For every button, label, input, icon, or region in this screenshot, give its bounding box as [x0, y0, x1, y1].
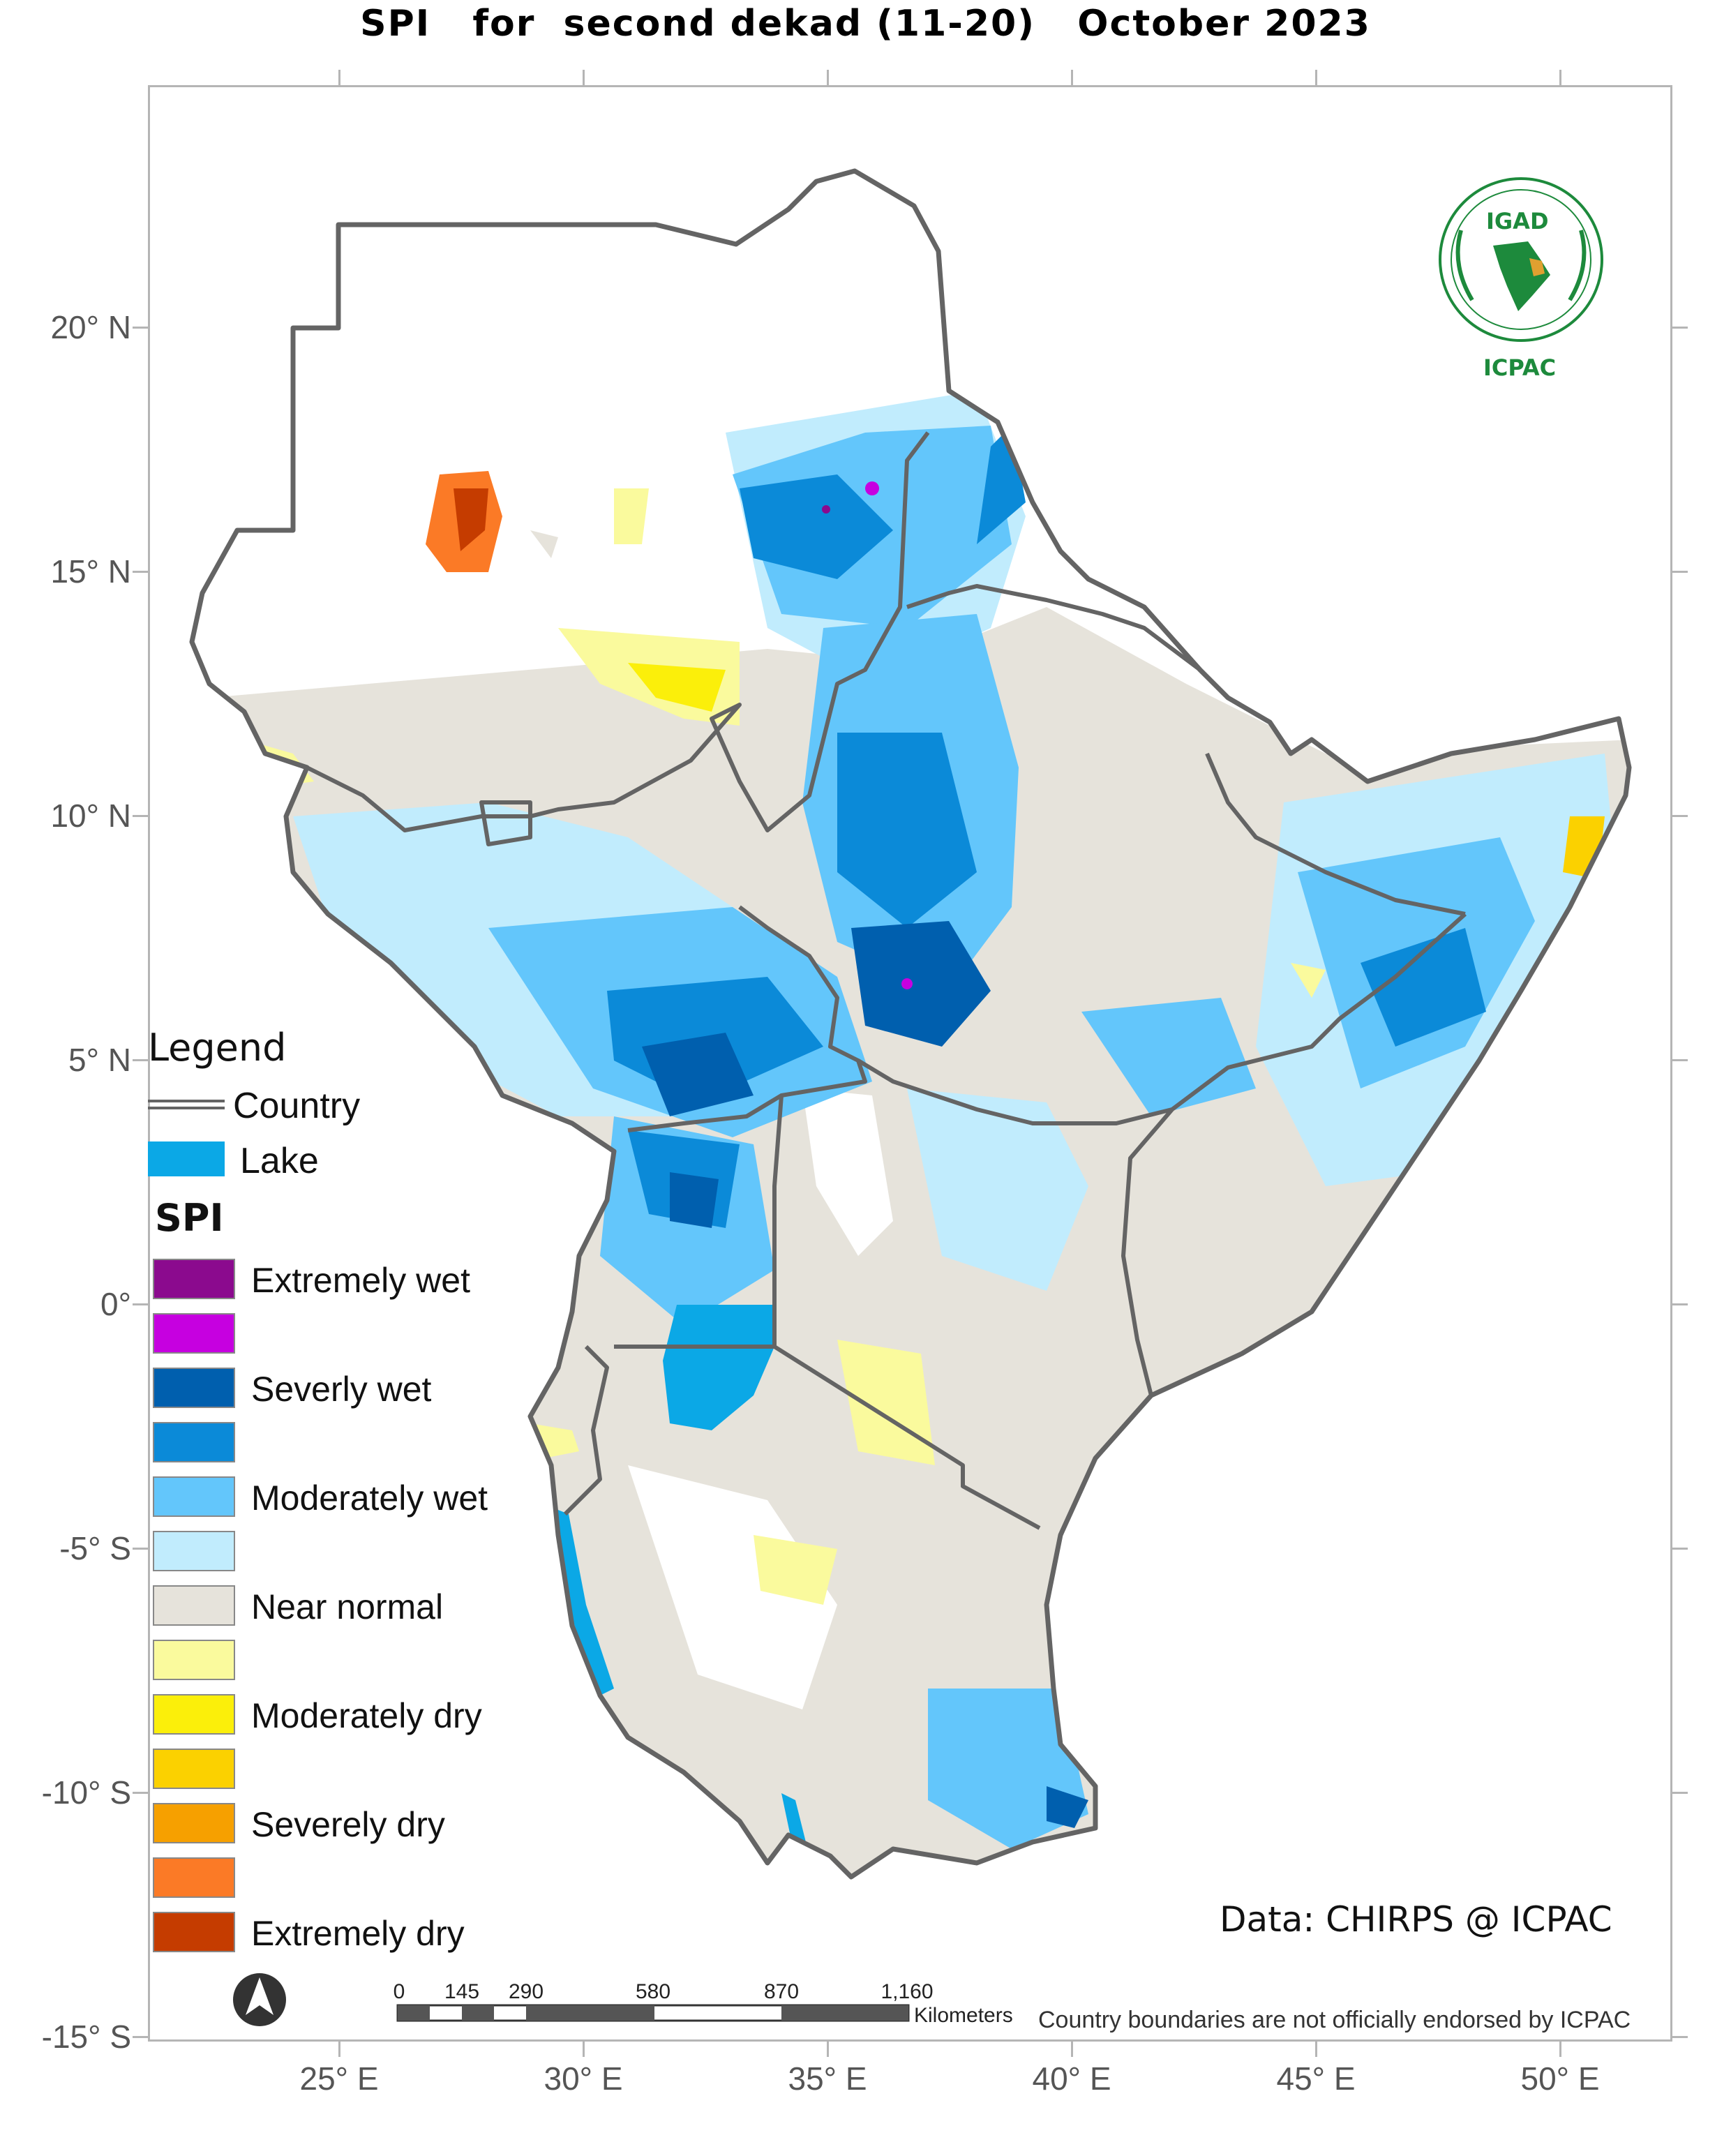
- legend-country-symbol: [148, 1100, 225, 1109]
- legend-swatch: [153, 1912, 235, 1952]
- lon-label-40e: 40° E: [1032, 2060, 1111, 2097]
- tick-top-30e: [583, 70, 585, 85]
- lon-label-25e: 25° E: [299, 2060, 379, 2097]
- scale-tick-label: 0: [393, 1980, 405, 2003]
- lat-label-10n: 10° N: [50, 798, 131, 834]
- lat-label-15s: -15° S: [41, 2019, 131, 2055]
- lon-label-50e: 50° E: [1520, 2060, 1600, 2097]
- legend-heading: Legend: [148, 1026, 287, 1070]
- tick-right-0: [1672, 1303, 1688, 1305]
- tick-bottom-25e: [338, 2042, 340, 2057]
- lat-label-10s: -10° S: [41, 1774, 131, 1811]
- north-arrow-icon: [233, 1973, 286, 2026]
- tick-right-15s: [1672, 2036, 1688, 2038]
- scale-tick-label: 145: [444, 1980, 480, 2003]
- lon-label-35e: 35° E: [788, 2060, 867, 2097]
- tick-right-10n: [1672, 815, 1688, 817]
- tick-left-10n: [133, 815, 148, 817]
- legend-class-label: Severely dry: [251, 1805, 445, 1844]
- legend-spi-heading: SPI: [155, 1196, 224, 1240]
- tick-bottom-30e: [583, 2042, 585, 2057]
- tick-right-15n: [1672, 571, 1688, 573]
- tick-right-20n: [1672, 327, 1688, 329]
- legend-lake-label: Lake: [240, 1141, 319, 1181]
- tick-top-50e: [1559, 70, 1561, 85]
- legend-class-label: Moderately wet: [251, 1478, 488, 1518]
- lon-label-30e: 30° E: [544, 2060, 623, 2097]
- lon-label-45e: 45° E: [1276, 2060, 1356, 2097]
- tick-bottom-45e: [1315, 2042, 1317, 2057]
- legend-swatch: [153, 1422, 235, 1462]
- data-credit: Data: CHIRPS @ ICPAC: [1220, 1899, 1612, 1940]
- legend-class-label: Moderately dry: [251, 1696, 482, 1735]
- tick-left-20n: [133, 327, 148, 329]
- tick-left-15s: [133, 2036, 148, 2038]
- lat-label-0: 0°: [100, 1286, 131, 1322]
- logo-igad-text: IGAD: [1486, 208, 1549, 234]
- map-title: SPI for second dekad (11-20) October 202…: [360, 3, 1371, 45]
- tick-top-35e: [827, 70, 829, 85]
- legend-class-label: Near normal: [251, 1587, 444, 1626]
- legend-swatch: [153, 1640, 235, 1680]
- lat-label-5s: -5° S: [59, 1530, 131, 1566]
- scale-unit: Kilometers: [914, 2004, 1013, 2027]
- scale-tick-label: 290: [508, 1980, 544, 2003]
- legend-class-label: Extremely dry: [251, 1914, 465, 1953]
- tick-left-10s: [133, 1792, 148, 1794]
- tick-left-0: [133, 1303, 148, 1305]
- disclaimer: Country boundaries are not officially en…: [1038, 2007, 1631, 2033]
- tick-right-5s: [1672, 1548, 1688, 1550]
- tick-bottom-35e: [827, 2042, 829, 2057]
- tick-left-5s: [133, 1548, 148, 1550]
- legend-swatch: [153, 1259, 235, 1299]
- tick-bottom-50e: [1559, 2042, 1561, 2057]
- legend-class-label: Extremely wet: [251, 1261, 470, 1300]
- legend-class-label: Severly wet: [251, 1370, 432, 1409]
- tick-left-5n: [133, 1059, 148, 1061]
- tick-right-5n: [1672, 1059, 1688, 1061]
- legend-lake-symbol: [148, 1141, 225, 1176]
- tick-top-45e: [1315, 70, 1317, 85]
- tick-left-15n: [133, 571, 148, 573]
- map-frame: [148, 85, 1672, 2042]
- tick-bottom-40e: [1071, 2042, 1073, 2057]
- scale-tick-label: 1,160: [881, 1980, 934, 2003]
- lat-label-20n: 20° N: [50, 309, 131, 345]
- legend-swatch: [153, 1749, 235, 1789]
- tick-right-10s: [1672, 1792, 1688, 1794]
- legend-swatch: [153, 1531, 235, 1571]
- legend-swatch: [153, 1803, 235, 1843]
- tick-top-25e: [338, 70, 340, 85]
- logo-icpac-text: ICPAC: [1483, 354, 1557, 381]
- legend-swatch: [153, 1857, 235, 1898]
- lat-label-5n: 5° N: [68, 1042, 131, 1078]
- country-boundaries: [306, 431, 1467, 1530]
- scale-bar: [396, 2004, 910, 2022]
- legend-swatch: [153, 1476, 235, 1517]
- scale-tick-label: 870: [763, 1980, 800, 2003]
- tick-top-40e: [1071, 70, 1073, 85]
- legend-country-label: Country: [233, 1086, 361, 1126]
- igad-icpac-emblem: [1439, 177, 1603, 342]
- legend-swatch: [153, 1585, 235, 1626]
- legend-swatch: [153, 1313, 235, 1354]
- scale-tick-label: 580: [635, 1980, 671, 2003]
- legend-swatch: [153, 1368, 235, 1408]
- lat-label-15n: 15° N: [50, 553, 131, 590]
- legend-swatch: [153, 1694, 235, 1735]
